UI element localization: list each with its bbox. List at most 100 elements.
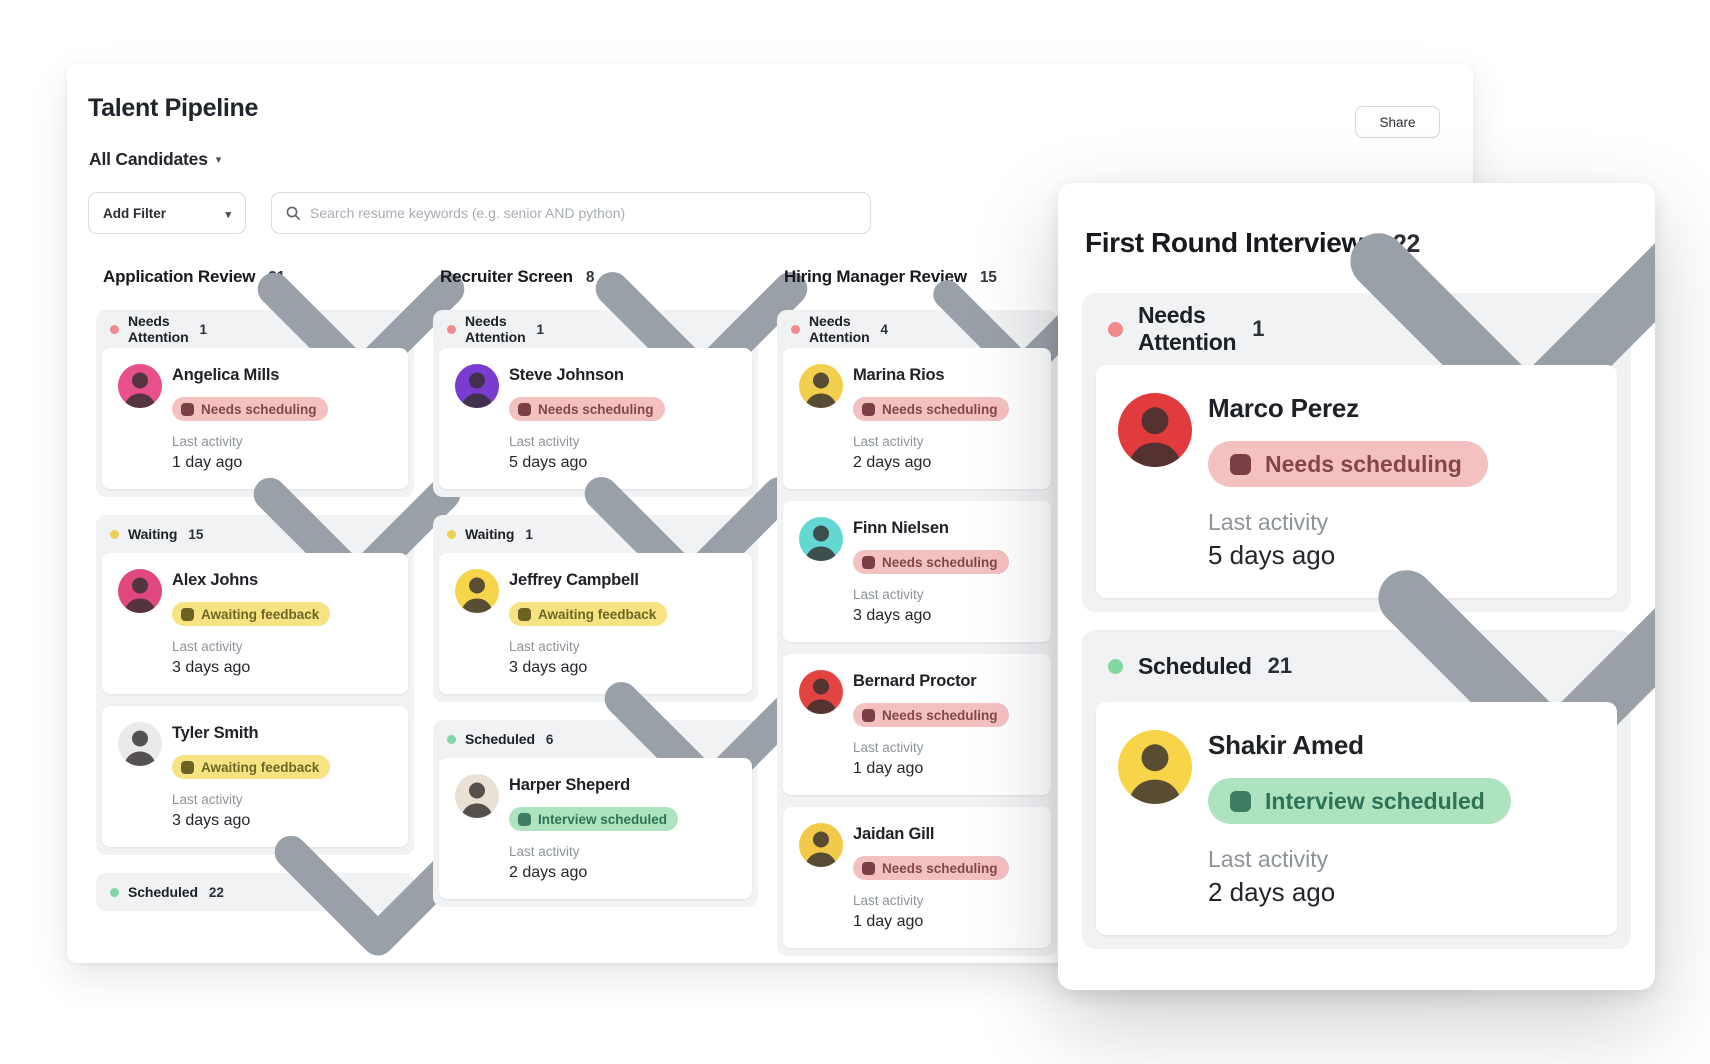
add-filter-button[interactable]: Add Filter ▾ xyxy=(88,192,246,234)
candidate-card[interactable]: Bernard Proctor Needs scheduling Last ac… xyxy=(783,654,1051,795)
column-count: 8 xyxy=(585,269,595,286)
badge-glyph-icon xyxy=(862,402,875,416)
caret-down-icon: ▾ xyxy=(225,208,231,221)
last-activity-value: 1 day ago xyxy=(853,760,924,777)
candidate-card[interactable]: Tyler Smith Awaiting feedback Last activ… xyxy=(102,706,408,847)
candidate-card[interactable]: Marco Perez Needs scheduling Last activi… xyxy=(1096,365,1617,598)
status-group-label: Needs Attention xyxy=(465,313,526,345)
status-badge: Awaiting feedback xyxy=(172,755,331,779)
candidate-name: Marco Perez xyxy=(1208,393,1359,423)
overlay-stage-title: First Round Interview xyxy=(1085,227,1363,258)
status-group: Waiting 15 Alex Johns Awaiting feedback … xyxy=(96,477,461,855)
status-group: Needs Attention 1 Marco Perez Needs sche… xyxy=(1082,232,1655,612)
candidate-card-body: Steve Johnson Needs scheduling Last acti… xyxy=(509,364,665,473)
candidate-card[interactable]: Marina Rios Needs scheduling Last activi… xyxy=(783,348,1051,489)
last-activity-value: 3 days ago xyxy=(172,812,251,829)
badge-glyph-icon xyxy=(1230,790,1251,812)
status-group-header[interactable]: Waiting 1 xyxy=(433,476,797,599)
add-filter-label: Add Filter xyxy=(103,205,166,221)
status-group-header[interactable]: Needs Attention 4 xyxy=(777,280,1113,385)
last-activity-value: 3 days ago xyxy=(853,607,932,624)
status-group-header[interactable]: Scheduled 21 xyxy=(1082,569,1655,775)
status-badge: Needs scheduling xyxy=(1208,441,1488,487)
group-card-list: Alex Johns Awaiting feedback Last activi… xyxy=(96,553,414,855)
last-activity-value: 3 days ago xyxy=(509,659,588,676)
view-selector-dropdown[interactable]: All Candidates ▾ xyxy=(89,148,221,170)
status-dot-icon xyxy=(791,324,800,334)
status-badge: Awaiting feedback xyxy=(509,602,668,626)
status-group: Scheduled 22 xyxy=(96,835,482,956)
status-group-count: 1 xyxy=(199,321,208,337)
status-badge: Needs scheduling xyxy=(853,397,1009,421)
share-button[interactable]: Share xyxy=(1355,106,1440,138)
candidate-avatar xyxy=(799,823,843,867)
badge-glyph-icon xyxy=(862,861,875,875)
status-dot-icon xyxy=(447,734,456,744)
candidate-avatar xyxy=(799,670,843,714)
share-button-label: Share xyxy=(1379,114,1416,130)
overlay-groups: Needs Attention 1 Marco Perez Needs sche… xyxy=(1058,232,1655,949)
status-group-header[interactable]: Needs Attention 1 xyxy=(96,272,465,393)
search-input[interactable] xyxy=(310,205,857,221)
status-group-header[interactable]: Waiting 15 xyxy=(96,477,461,598)
candidate-card[interactable]: Jeffrey Campbell Awaiting feedback Last … xyxy=(439,553,752,694)
status-group: Scheduled 6 Harper Sheperd Interview sch… xyxy=(433,681,817,907)
candidate-avatar xyxy=(118,364,162,408)
status-group-header[interactable]: Scheduled 6 xyxy=(433,681,817,804)
candidate-card-body: Angelica Mills Needs scheduling Last act… xyxy=(172,364,328,473)
badge-label: Awaiting feedback xyxy=(201,759,320,775)
last-activity-label: Last activity xyxy=(853,587,924,602)
column-count: 15 xyxy=(979,269,997,286)
candidate-name: Finn Nielsen xyxy=(853,519,949,537)
search-icon xyxy=(286,206,300,220)
status-group-label: Scheduled xyxy=(128,884,198,900)
view-selector-label: All Candidates xyxy=(89,149,208,169)
last-activity-value: 3 days ago xyxy=(172,659,251,676)
badge-glyph-icon xyxy=(181,607,194,621)
status-badge: Needs scheduling xyxy=(172,397,328,421)
group-card-list: Marina Rios Needs scheduling Last activi… xyxy=(777,348,1057,956)
status-group-count: 1 xyxy=(1252,316,1265,341)
candidate-name: Alex Johns xyxy=(172,571,259,589)
group-card-list: Marco Perez Needs scheduling Last activi… xyxy=(1082,365,1631,612)
candidate-card-body: Marco Perez Needs scheduling Last activi… xyxy=(1208,393,1488,570)
candidate-name: Jaidan Gill xyxy=(853,825,935,843)
status-group-header[interactable]: Needs Attention 1 xyxy=(1082,232,1655,438)
candidate-card[interactable]: Jaidan Gill Needs scheduling Last activi… xyxy=(783,807,1051,948)
column-groups: Needs Attention 1 Steve Johnson Needs sc… xyxy=(433,271,817,907)
last-activity-label: Last activity xyxy=(853,893,924,908)
badge-label: Interview scheduled xyxy=(538,811,668,827)
status-group-count: 6 xyxy=(545,731,554,747)
last-activity-value: 1 day ago xyxy=(853,913,924,930)
candidate-card[interactable]: Harper Sheperd Interview scheduled Last … xyxy=(439,758,752,899)
status-group-count: 22 xyxy=(208,884,224,900)
page-title: Talent Pipeline xyxy=(88,94,259,122)
candidate-card[interactable]: Alex Johns Awaiting feedback Last activi… xyxy=(102,553,408,694)
badge-label: Needs scheduling xyxy=(538,401,654,417)
column-title: Hiring Manager Review xyxy=(784,267,967,286)
badge-glyph-icon xyxy=(181,402,194,416)
badge-label: Awaiting feedback xyxy=(538,606,657,622)
last-activity-value: 5 days ago xyxy=(1208,540,1336,570)
candidate-card-body: Harper Sheperd Interview scheduled Last … xyxy=(509,774,679,883)
status-dot-icon xyxy=(110,324,119,334)
last-activity-value: 2 days ago xyxy=(853,454,932,471)
candidate-card[interactable]: Steve Johnson Needs scheduling Last acti… xyxy=(439,348,752,489)
badge-label: Needs scheduling xyxy=(1265,450,1462,477)
candidate-card-body: Finn Nielsen Needs scheduling Last activ… xyxy=(853,517,1009,626)
candidate-card[interactable]: Shakir Amed Interview scheduled Last act… xyxy=(1096,702,1617,935)
badge-glyph-icon xyxy=(518,402,531,416)
last-activity-value: 2 days ago xyxy=(509,864,588,881)
last-activity-label: Last activity xyxy=(1208,509,1329,535)
candidate-avatar xyxy=(1118,730,1192,804)
status-dot-icon xyxy=(1108,321,1123,337)
status-badge: Interview scheduled xyxy=(1208,778,1511,824)
last-activity-label: Last activity xyxy=(853,434,924,449)
status-group-header[interactable]: Scheduled 22 xyxy=(96,835,482,956)
group-card-list: Jeffrey Campbell Awaiting feedback Last … xyxy=(433,553,758,702)
candidate-name: Steve Johnson xyxy=(509,366,624,384)
candidate-name: Bernard Proctor xyxy=(853,672,977,690)
status-group-header[interactable]: Needs Attention 1 xyxy=(433,271,808,394)
candidate-card[interactable]: Finn Nielsen Needs scheduling Last activ… xyxy=(783,501,1051,642)
candidate-card[interactable]: Angelica Mills Needs scheduling Last act… xyxy=(102,348,408,489)
